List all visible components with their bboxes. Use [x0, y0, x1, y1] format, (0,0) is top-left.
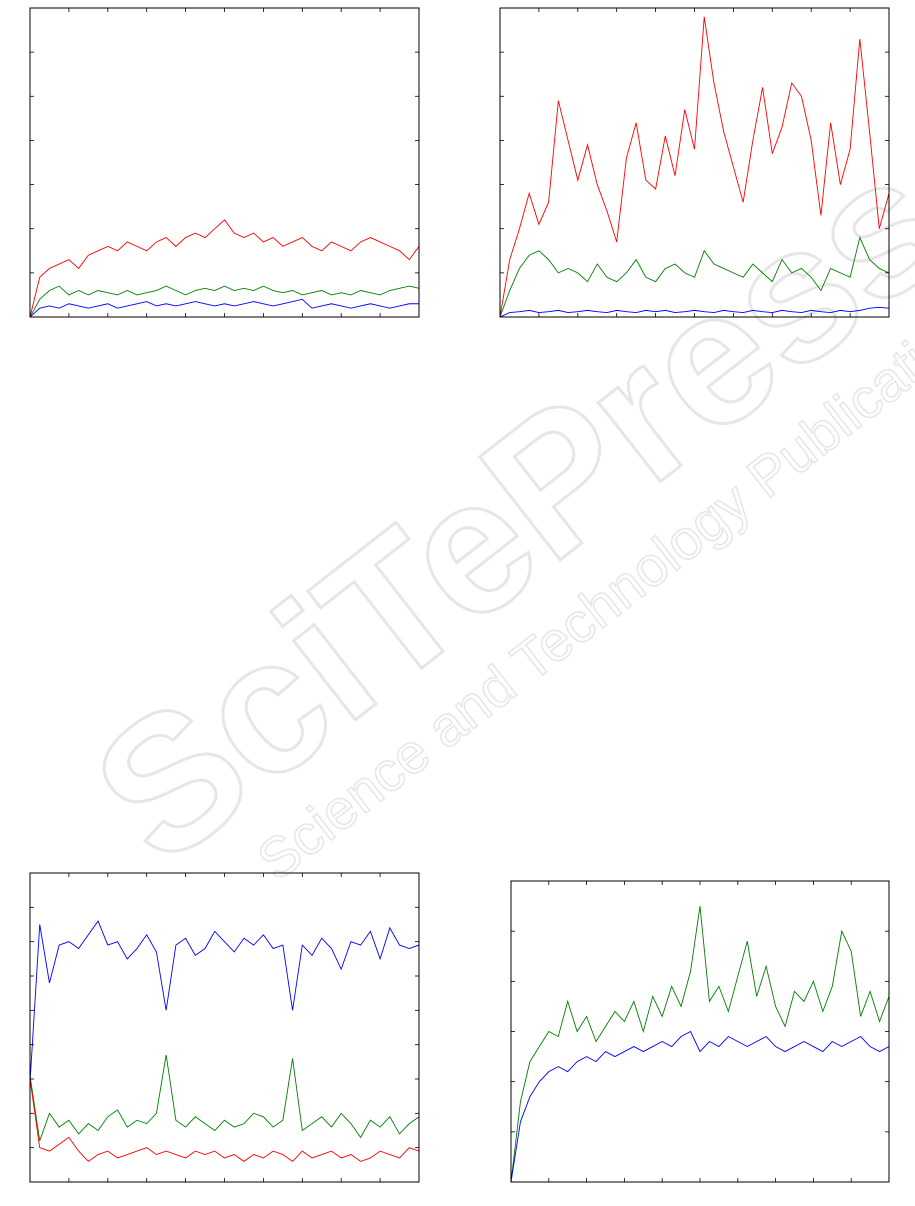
- data-line: [30, 1054, 419, 1141]
- watermark: SciTePress Science and Technology Public…: [55, 113, 915, 905]
- data-line: [500, 306, 889, 317]
- data-line: [30, 285, 419, 317]
- data-line: [30, 219, 419, 317]
- chart: [29, 7, 420, 318]
- plot-area: [30, 219, 419, 317]
- data-line: [500, 236, 889, 317]
- chart: [499, 7, 890, 318]
- data-line: [500, 16, 889, 317]
- watermark-brand: SciTePress: [57, 114, 915, 903]
- axes-frame: [29, 7, 420, 318]
- chart: [510, 880, 890, 1183]
- plot-area: [500, 16, 889, 317]
- data-line: [30, 920, 419, 1083]
- axes-frame: [29, 872, 420, 1183]
- data-line: [30, 1078, 419, 1162]
- data-line: [30, 298, 419, 317]
- data-line: [511, 1030, 889, 1182]
- data-line: [511, 906, 889, 1182]
- chart: [29, 872, 420, 1183]
- axes-frame: [510, 880, 890, 1183]
- plot-area: [511, 906, 889, 1182]
- plot-area: [30, 920, 419, 1162]
